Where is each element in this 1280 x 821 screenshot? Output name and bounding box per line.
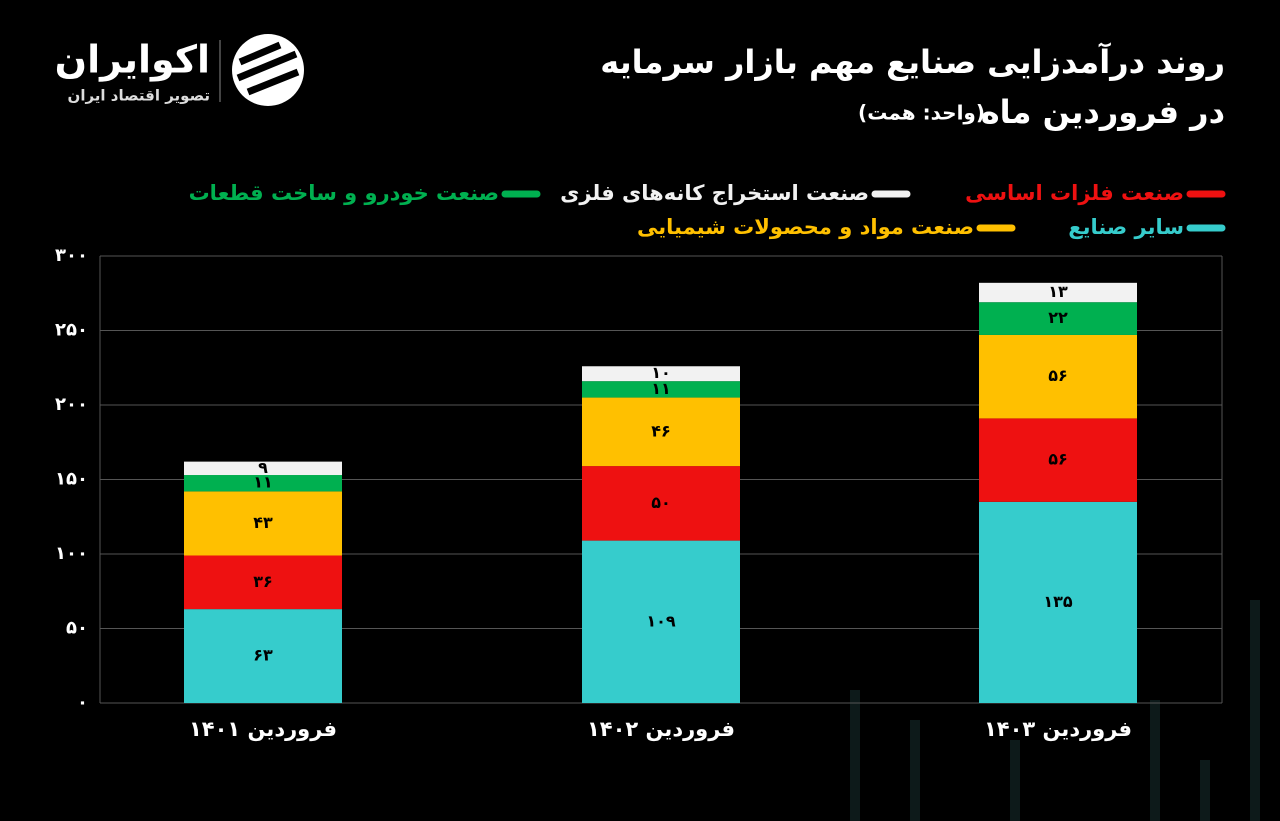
data-label: ۴۳ <box>253 513 273 532</box>
logo-stripes <box>236 41 300 96</box>
bar-segment <box>582 397 740 467</box>
legend-label: صنعت استخراج کانه‌های فلزی <box>560 181 869 206</box>
x-tick-label: فروردین ۱۴۰۳ <box>984 717 1132 741</box>
y-tick-label: ۱۰۰ <box>55 543 88 564</box>
data-label: ۵۶ <box>1048 366 1068 385</box>
y-tick-label: ۵۰ <box>66 618 88 639</box>
data-label: ۱۳۵ <box>1043 592 1073 611</box>
y-tick-label: ۲۰۰ <box>55 394 88 415</box>
bar-segment <box>582 381 740 398</box>
decoration <box>850 600 1260 821</box>
bar-segment <box>184 461 342 476</box>
logo: اکوایران تصویر اقتصاد ایران <box>55 34 304 106</box>
data-label: ۱۱ <box>253 473 273 492</box>
data-label: ۲۲ <box>1048 308 1068 327</box>
y-tick-label: ۱۵۰ <box>55 469 88 490</box>
data-label: ۴۶ <box>651 421 671 440</box>
logo-tagline: تصویر اقتصاد ایران <box>68 87 210 105</box>
bar-segment <box>582 540 740 703</box>
bar-segment <box>582 366 740 382</box>
x-tick-label: فروردین ۱۴۰۱ <box>189 717 337 741</box>
bar-segment <box>184 491 342 556</box>
chart-title: روند درآمدزایی صنایع مهم بازار سرمایه <box>600 42 1225 81</box>
legend-label: صنعت مواد و محصولات شیمیایی <box>637 215 974 239</box>
bar-segment <box>582 466 740 541</box>
data-label: ۱۰۹ <box>646 611 676 630</box>
data-label: ۱۱ <box>651 379 671 398</box>
data-label: ۹ <box>258 458 268 477</box>
legend-label: صنعت خودرو و ساخت قطعات <box>189 181 499 205</box>
logo-icon <box>232 34 304 106</box>
y-tick-label: ۳۰۰ <box>55 245 88 266</box>
data-label: ۵۰ <box>651 493 671 512</box>
bar-segment <box>184 609 342 703</box>
data-label: ۱۳ <box>1048 282 1068 301</box>
chart-title-line2: در فروردین ماه <box>981 93 1225 131</box>
y-tick-label: ۰ <box>77 692 88 713</box>
bar-segment <box>979 302 1137 335</box>
bar-segment <box>184 555 342 610</box>
logo-name: اکوایران <box>55 38 210 82</box>
bar-segment <box>979 282 1137 303</box>
data-label: ۱۰ <box>651 363 671 382</box>
chart-subtitle: (واحد: همت) <box>858 101 985 125</box>
legend-label: سایر صنایع <box>1068 215 1184 239</box>
y-tick-label: ۲۵۰ <box>55 320 88 341</box>
legend-label: صنعت فلزات اساسی <box>965 181 1184 205</box>
bar-segment <box>979 418 1137 502</box>
data-label: ۵۶ <box>1048 450 1068 469</box>
bar-segment <box>184 475 342 492</box>
data-label: ۶۳ <box>253 646 273 665</box>
bar-segment <box>979 334 1137 419</box>
x-tick-label: فروردین ۱۴۰۲ <box>587 717 735 741</box>
bar-segment <box>979 501 1137 703</box>
data-label: ۳۶ <box>253 572 273 591</box>
